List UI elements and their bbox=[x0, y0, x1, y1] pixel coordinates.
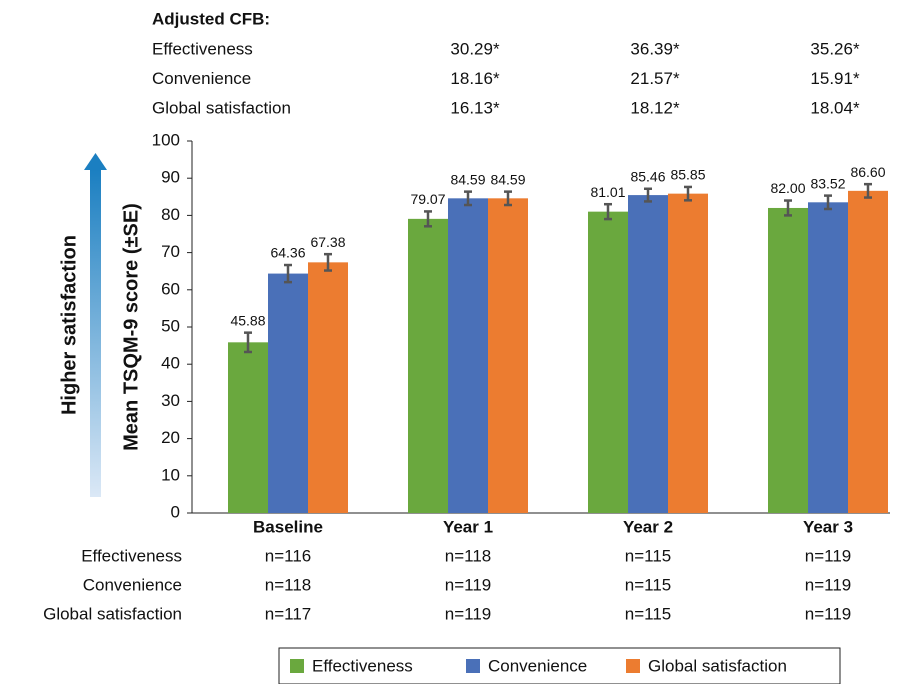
count-value: n=115 bbox=[625, 546, 671, 565]
bar bbox=[268, 273, 308, 513]
count-value: n=119 bbox=[805, 575, 851, 594]
y-tick-label: 100 bbox=[152, 130, 180, 149]
x-tick-label: Year 1 bbox=[443, 517, 493, 536]
cfb-row-label: Convenience bbox=[152, 69, 251, 88]
count-value: n=119 bbox=[445, 575, 491, 594]
count-value: n=115 bbox=[625, 575, 671, 594]
x-tick-label: Year 3 bbox=[803, 517, 853, 536]
count-value: n=119 bbox=[445, 604, 491, 623]
count-value: n=119 bbox=[805, 546, 851, 565]
cfb-title: Adjusted CFB: bbox=[152, 9, 270, 28]
value-label: 84.59 bbox=[450, 171, 485, 187]
legend-swatch bbox=[290, 659, 304, 673]
value-label: 83.52 bbox=[810, 175, 845, 191]
bar bbox=[408, 218, 448, 513]
legend-swatch bbox=[466, 659, 480, 673]
y-tick-label: 50 bbox=[161, 316, 180, 335]
value-label: 82.00 bbox=[770, 180, 805, 196]
value-label: 85.85 bbox=[670, 167, 705, 183]
cfb-value: 21.57* bbox=[630, 69, 680, 88]
cfb-value: 18.12* bbox=[630, 98, 680, 117]
bar bbox=[848, 190, 888, 513]
bar bbox=[228, 342, 268, 513]
y-axis-title: Mean TSQM-9 score (±SE) bbox=[120, 203, 142, 451]
legend-swatch bbox=[626, 659, 640, 673]
bar bbox=[668, 193, 708, 513]
cfb-value: 36.39* bbox=[630, 39, 680, 58]
value-label: 84.59 bbox=[490, 171, 525, 187]
y-tick-label: 80 bbox=[161, 205, 180, 224]
value-label: 86.60 bbox=[850, 164, 885, 180]
bar bbox=[768, 207, 808, 513]
cfb-value: 18.04* bbox=[810, 98, 860, 117]
y-tick-label: 0 bbox=[171, 502, 180, 521]
cfb-value: 16.13* bbox=[450, 98, 500, 117]
cfb-row-label: Effectiveness bbox=[152, 39, 253, 58]
cfb-value: 15.91* bbox=[810, 69, 860, 88]
arrow-shaft bbox=[90, 170, 101, 497]
count-value: n=117 bbox=[265, 604, 311, 623]
value-label: 45.88 bbox=[230, 312, 265, 328]
annotation: Higher satisfaction bbox=[58, 235, 80, 415]
legend-label: Convenience bbox=[488, 656, 587, 675]
bar bbox=[808, 202, 848, 513]
cfb-value: 30.29* bbox=[450, 39, 500, 58]
y-tick-label: 10 bbox=[161, 465, 180, 484]
value-label: 81.01 bbox=[590, 184, 625, 200]
value-label: 67.38 bbox=[310, 234, 345, 250]
value-label: 85.46 bbox=[630, 168, 665, 184]
cfb-value: 35.26* bbox=[810, 39, 860, 58]
value-label: 64.36 bbox=[270, 245, 305, 261]
legend-label: Effectiveness bbox=[312, 656, 413, 675]
y-tick-label: 60 bbox=[161, 279, 180, 298]
cfb-row-label: Global satisfaction bbox=[152, 98, 291, 117]
bar bbox=[588, 211, 628, 513]
legend-label: Global satisfaction bbox=[648, 656, 787, 675]
bar bbox=[448, 198, 488, 513]
value-label: 79.07 bbox=[410, 191, 445, 207]
count-value: n=118 bbox=[445, 546, 491, 565]
bar bbox=[628, 195, 668, 513]
count-value: n=115 bbox=[625, 604, 671, 623]
arrow-head bbox=[84, 153, 107, 170]
count-value: n=118 bbox=[265, 575, 311, 594]
y-tick-label: 40 bbox=[161, 354, 180, 373]
count-row-label: Effectiveness bbox=[81, 546, 182, 565]
y-tick-label: 30 bbox=[161, 391, 180, 410]
count-value: n=119 bbox=[805, 604, 851, 623]
cfb-value: 18.16* bbox=[450, 69, 500, 88]
bar bbox=[308, 262, 348, 513]
x-tick-label: Baseline bbox=[253, 517, 323, 536]
x-tick-label: Year 2 bbox=[623, 517, 673, 536]
y-tick-label: 90 bbox=[161, 168, 180, 187]
y-tick-label: 20 bbox=[161, 428, 180, 447]
count-value: n=116 bbox=[265, 546, 311, 565]
y-tick-label: 70 bbox=[161, 242, 180, 261]
count-row-label: Convenience bbox=[83, 575, 182, 594]
count-row-label: Global satisfaction bbox=[43, 604, 182, 623]
bar bbox=[488, 198, 528, 513]
